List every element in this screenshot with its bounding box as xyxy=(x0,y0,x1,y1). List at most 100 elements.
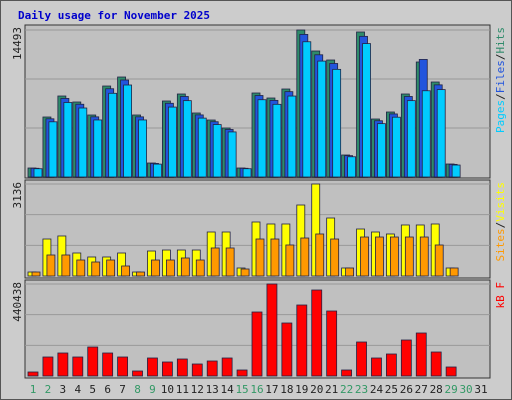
bar xyxy=(242,168,252,178)
bar xyxy=(270,238,280,277)
bar xyxy=(210,247,220,277)
bar xyxy=(326,310,338,377)
bar xyxy=(400,339,412,377)
bar xyxy=(362,43,371,178)
bar xyxy=(360,236,369,277)
bar xyxy=(212,124,222,178)
bar xyxy=(182,100,192,178)
bar xyxy=(121,265,130,277)
x-tick-label: 11 xyxy=(176,383,189,396)
legend-entry: Files xyxy=(494,60,507,93)
bar xyxy=(176,358,188,377)
x-tick-label: 3 xyxy=(60,383,67,396)
x-tick-label: 22 xyxy=(340,383,353,396)
bar xyxy=(108,92,118,178)
bar xyxy=(436,89,446,178)
bar xyxy=(138,119,147,178)
bar xyxy=(206,360,218,377)
bar xyxy=(406,100,416,178)
x-tick-label: 24 xyxy=(370,383,384,396)
x-tick-label: 16 xyxy=(250,383,263,396)
bar xyxy=(76,259,86,277)
legend-entry: kB F xyxy=(494,282,507,309)
bar xyxy=(257,99,267,178)
bar xyxy=(375,236,384,277)
x-tick-label: 7 xyxy=(119,383,126,396)
legend: Pages/Files/Hits xyxy=(494,27,507,133)
bar xyxy=(136,271,145,277)
bar xyxy=(445,366,457,377)
bar xyxy=(61,254,71,277)
legend-separator: / xyxy=(494,54,507,61)
bar xyxy=(391,116,401,178)
bar xyxy=(151,259,160,277)
bar xyxy=(317,60,327,178)
bar xyxy=(430,351,442,377)
y-tick-label: 14493 xyxy=(11,27,24,60)
bar xyxy=(285,244,295,277)
bar xyxy=(57,352,69,377)
bar xyxy=(434,244,444,277)
x-tick-label: 6 xyxy=(104,383,111,396)
x-tick-label: 31 xyxy=(474,383,487,396)
bar xyxy=(449,267,459,277)
bar xyxy=(404,236,414,277)
x-tick-label: 18 xyxy=(280,383,293,396)
x-tick-label: 20 xyxy=(310,383,323,396)
x-tick-label: 19 xyxy=(295,383,308,396)
x-tick-label: 23 xyxy=(355,383,368,396)
bar xyxy=(415,332,427,377)
bar xyxy=(236,369,248,377)
bar xyxy=(302,41,312,178)
x-tick-label: 15 xyxy=(235,383,248,396)
bar xyxy=(287,95,297,178)
bar xyxy=(341,369,353,377)
chart-title: Daily usage for November 2025 xyxy=(18,9,210,22)
bar xyxy=(91,261,101,277)
bar xyxy=(227,131,237,178)
y-tick-label: 440438 xyxy=(11,282,24,322)
bar xyxy=(251,311,263,377)
bar xyxy=(147,357,158,377)
bar xyxy=(272,103,282,178)
bar xyxy=(31,271,41,277)
bar xyxy=(371,357,382,377)
legend-entry: Sites xyxy=(494,228,507,261)
bar xyxy=(345,267,355,277)
x-tick-label: 14 xyxy=(221,383,235,396)
x-tick-label: 28 xyxy=(430,383,443,396)
x-tick-label: 13 xyxy=(206,383,219,396)
x-tick-label: 30 xyxy=(459,383,472,396)
bar xyxy=(132,370,143,377)
legend-entry: Visits xyxy=(494,182,507,222)
y-tick-label: 3136 xyxy=(11,182,24,209)
bar xyxy=(106,259,116,277)
x-tick-label: 25 xyxy=(385,383,398,396)
bar xyxy=(87,346,99,377)
bar xyxy=(315,233,325,277)
x-tick-label: 10 xyxy=(161,383,174,396)
bar xyxy=(153,163,162,178)
x-tick-label: 8 xyxy=(134,383,141,396)
bar xyxy=(102,352,114,377)
bar xyxy=(330,238,340,277)
bar xyxy=(180,257,190,277)
bar xyxy=(63,102,73,178)
bar xyxy=(281,322,293,377)
bar xyxy=(377,123,386,178)
bar xyxy=(48,121,58,178)
legend-entry: Pages xyxy=(494,100,507,133)
bar xyxy=(161,361,173,377)
legend: Sites/Visits xyxy=(494,182,507,262)
bar xyxy=(123,84,132,178)
bar xyxy=(255,238,265,277)
bar xyxy=(33,168,43,178)
x-tick-label: 26 xyxy=(400,383,413,396)
x-tick-label: 27 xyxy=(415,383,428,396)
bar xyxy=(419,236,429,277)
bar xyxy=(240,268,250,277)
x-tick-label: 1 xyxy=(30,383,37,396)
x-tick-label: 12 xyxy=(191,383,204,396)
bar xyxy=(165,259,175,277)
